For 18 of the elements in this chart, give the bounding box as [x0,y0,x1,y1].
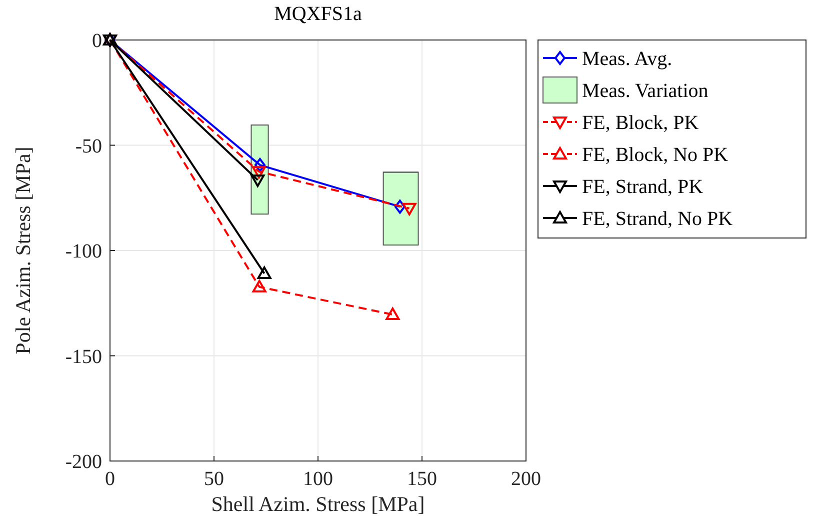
chart-title: MQXFS1a [274,3,362,25]
y-tick-label: -200 [65,451,102,473]
x-tick-label: 100 [303,468,333,490]
y-tick-label: -100 [65,240,102,262]
legend-label: Meas. Variation [582,80,708,102]
y-tick-label: -50 [75,135,102,158]
y-axis-title: Pole Azim. Stress [MPa] [11,146,35,354]
x-tick-label: 200 [511,468,541,490]
x-tick-label: 50 [204,468,224,490]
legend-label: FE, Strand, No PK [582,208,734,230]
legend-label: FE, Block, No PK [582,144,729,166]
legend-label: Meas. Avg. [582,48,672,70]
legend-label: FE, Block, PK [582,112,700,134]
x-tick-label: 150 [407,468,437,490]
y-tick-label: -150 [65,346,102,368]
legend-label: FE, Strand, PK [582,176,704,198]
y-tick-label: 0 [92,30,102,52]
x-axis-title: Shell Azim. Stress [MPa] [211,492,425,516]
